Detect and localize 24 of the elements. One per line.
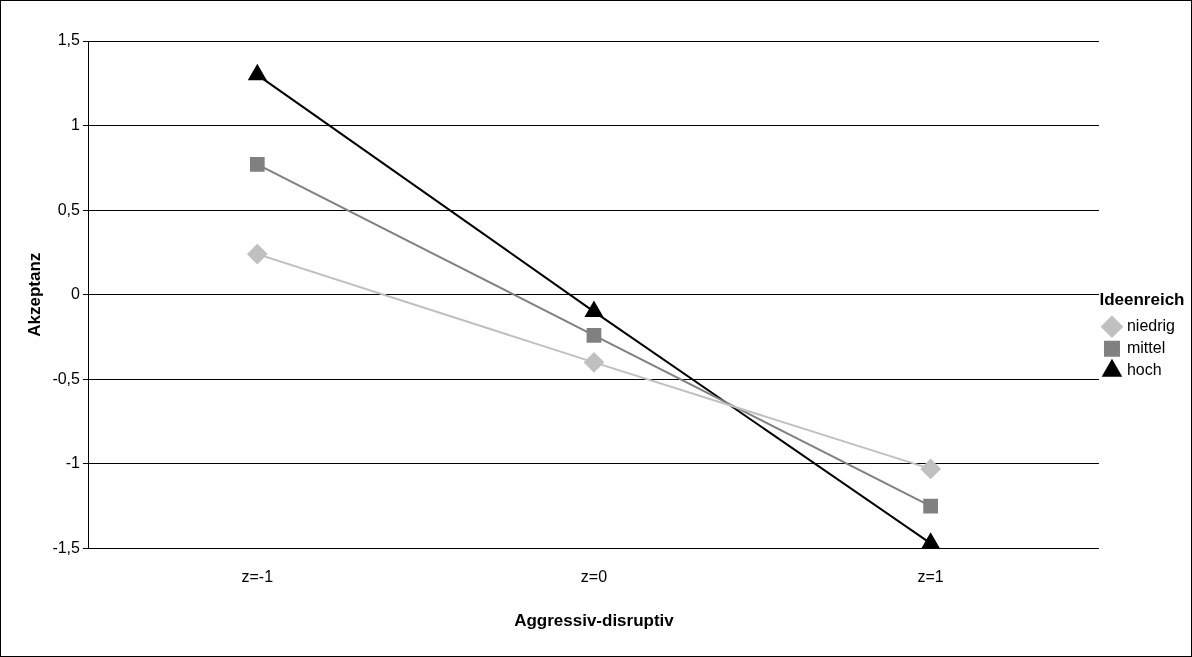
legend-label: hoch [1126,361,1162,379]
point [249,157,265,172]
y-tick-label: -0,5 [52,369,81,387]
legend-title: Ideenreich [1099,290,1185,310]
point [583,352,604,373]
point [247,244,268,265]
x-tick-label: z=0 [580,568,608,586]
y-tick-label: -1 [65,454,81,472]
point [585,301,603,318]
x-tick-label: z=1 [917,568,944,586]
point [920,458,941,479]
point [923,498,938,514]
x-tick-label: z=-1 [241,568,274,586]
y-axis-title: Akzeptanz [24,252,44,337]
point [586,327,602,343]
y-tick-label: 1,5 [57,31,81,49]
y-tick-label: 0,5 [57,200,81,218]
point [921,533,940,549]
y-tick-label: 0 [71,285,81,303]
y-tick-label: 1 [71,115,81,133]
legend-label: mittel [1126,339,1166,357]
x-axis-title: Aggressiv-disruptiv [514,611,675,631]
y-tick-label: -1,5 [52,538,81,556]
legend-label: niedrig [1126,317,1175,335]
